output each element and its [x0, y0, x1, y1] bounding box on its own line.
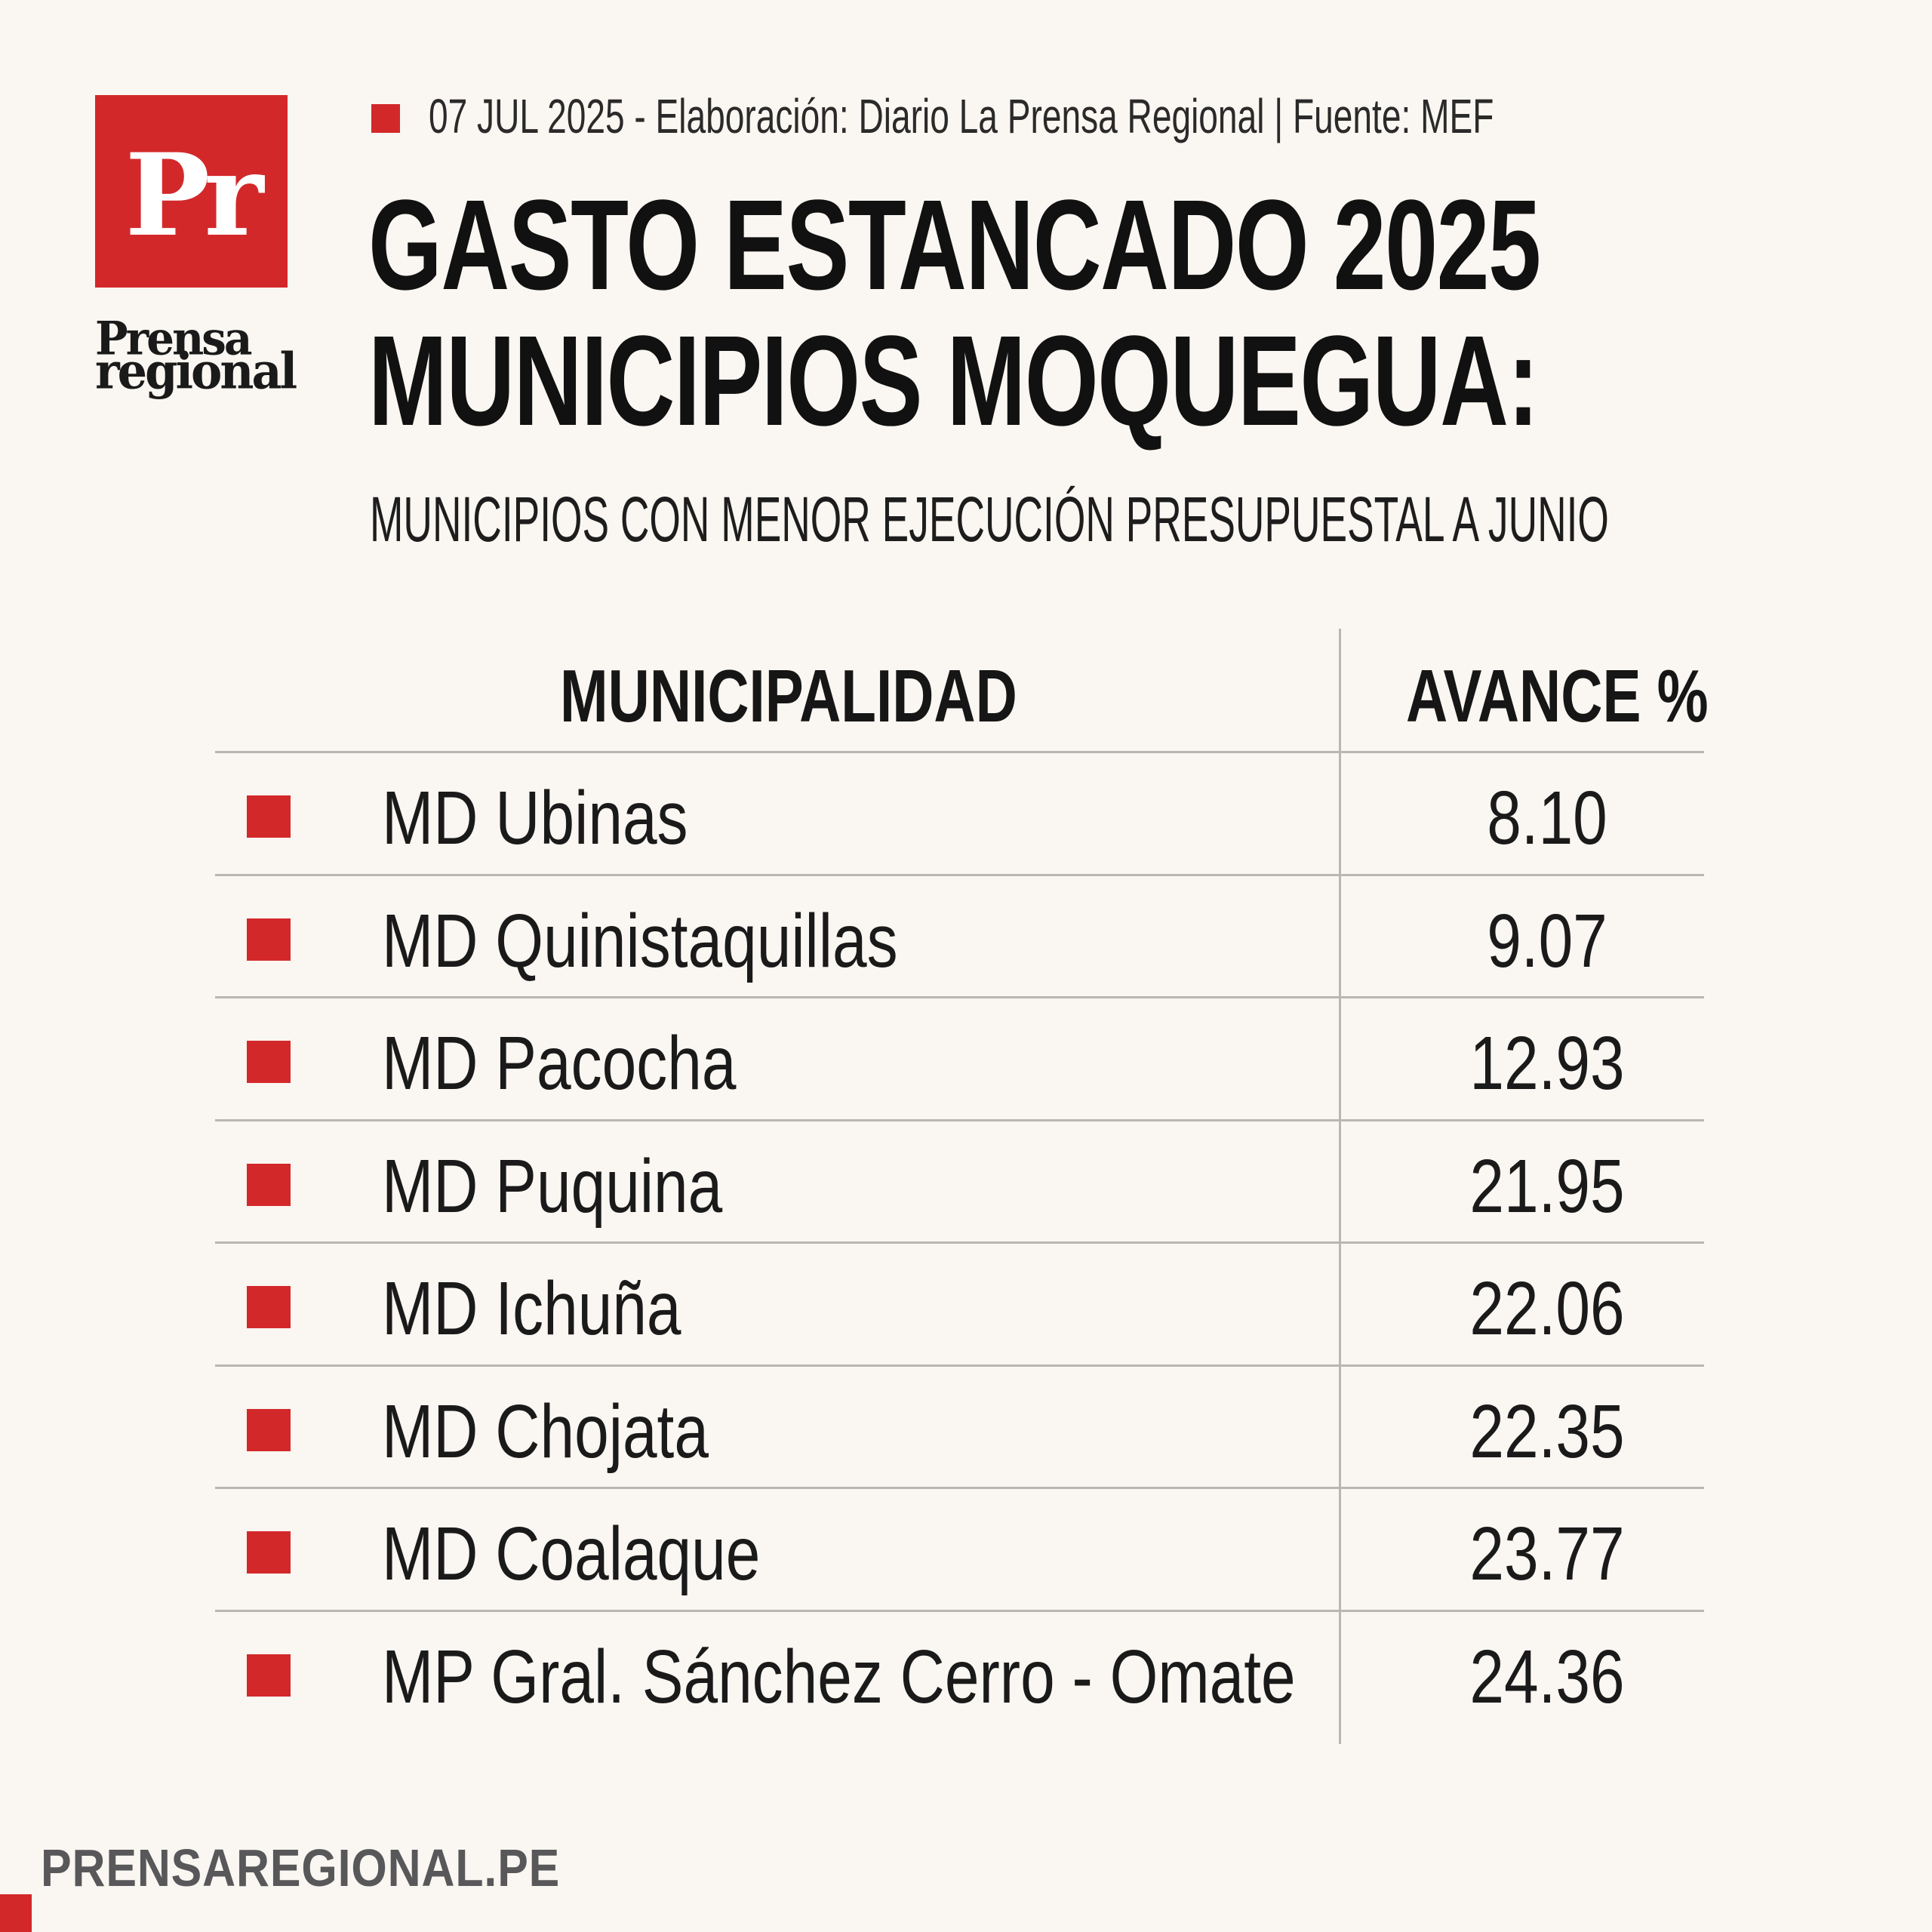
table-row: MD Coalaque 23.77	[215, 1487, 1704, 1610]
row-municipalidad: MD Pacocha	[382, 1021, 737, 1106]
logo-letters: Pr	[125, 128, 264, 262]
row-municipalidad: MD Puquina	[382, 1143, 723, 1229]
row-avance: 22.06	[1469, 1266, 1625, 1351]
page-title-line-2: MUNICIPIOS MOQUEGUA:	[368, 309, 1539, 453]
row-municipalidad: MD Ubinas	[382, 776, 688, 860]
row-bullet-icon	[247, 1041, 291, 1083]
row-bullet-icon	[247, 1408, 291, 1451]
table-header: MUNICIPALIDAD AVANCE %	[215, 629, 1709, 751]
page-title-line-1: GASTO ESTANCADO 2025	[368, 174, 1541, 317]
page-subtitle: MUNICIPIOS CON MENOR EJECUCIÓN PRESUPUES…	[370, 484, 1609, 555]
row-bullet-icon	[247, 918, 291, 961]
row-municipalidad: MP Gral. Sánchez Cerro - Omate	[382, 1634, 1296, 1719]
row-bullet-icon	[247, 1286, 291, 1328]
table-row: MD Puquina 21.95	[215, 1118, 1704, 1242]
table-row: MD Quinistaquillas 9.07	[215, 873, 1704, 997]
table-row: MD Ubinas 8.10	[215, 751, 1704, 874]
footer-url: PRENSAREGIONAL.PE	[41, 1838, 561, 1897]
row-municipalidad: MD Ichuña	[382, 1266, 681, 1351]
brand-logo: Pr	[95, 95, 288, 288]
logo-word-regional: regional	[95, 342, 297, 401]
row-avance: 9.07	[1487, 898, 1607, 983]
row-avance: 22.35	[1469, 1389, 1625, 1474]
row-avance: 12.93	[1469, 1021, 1625, 1106]
row-bullet-icon	[247, 795, 291, 838]
table-row: MD Pacocha 12.93	[215, 996, 1704, 1119]
row-avance: 23.77	[1469, 1512, 1625, 1596]
data-table: MUNICIPALIDAD AVANCE % MD Ubinas 8.10 MD Q…	[215, 629, 1709, 1730]
row-bullet-icon	[247, 1531, 291, 1574]
column-divider	[1339, 629, 1341, 1744]
row-bullet-icon	[247, 1654, 291, 1697]
column-header-municipalidad: MUNICIPALIDAD	[560, 654, 1017, 737]
table-row: MD Chojata 22.35	[215, 1364, 1704, 1487]
row-avance: 21.95	[1469, 1143, 1625, 1229]
corner-accent-mark	[0, 1894, 32, 1932]
meta-source-line: 07 JUL 2025 - Elaboración: Diario La Pre…	[429, 89, 1494, 143]
row-municipalidad: MD Chojata	[382, 1389, 709, 1474]
meta-bullet-icon	[371, 104, 400, 133]
table-row: MP Gral. Sánchez Cerro - Omate 24.36	[215, 1609, 1704, 1730]
row-avance: 24.36	[1469, 1634, 1625, 1719]
column-header-avance: AVANCE %	[1406, 654, 1709, 737]
row-bullet-icon	[247, 1163, 291, 1206]
logo-word-prensa: Prensa	[95, 311, 252, 366]
row-municipalidad: MD Coalaque	[382, 1512, 761, 1596]
table-row: MD Ichuña 22.06	[215, 1241, 1704, 1364]
row-municipalidad: MD Quinistaquillas	[382, 898, 898, 983]
row-avance: 8.10	[1487, 776, 1607, 860]
